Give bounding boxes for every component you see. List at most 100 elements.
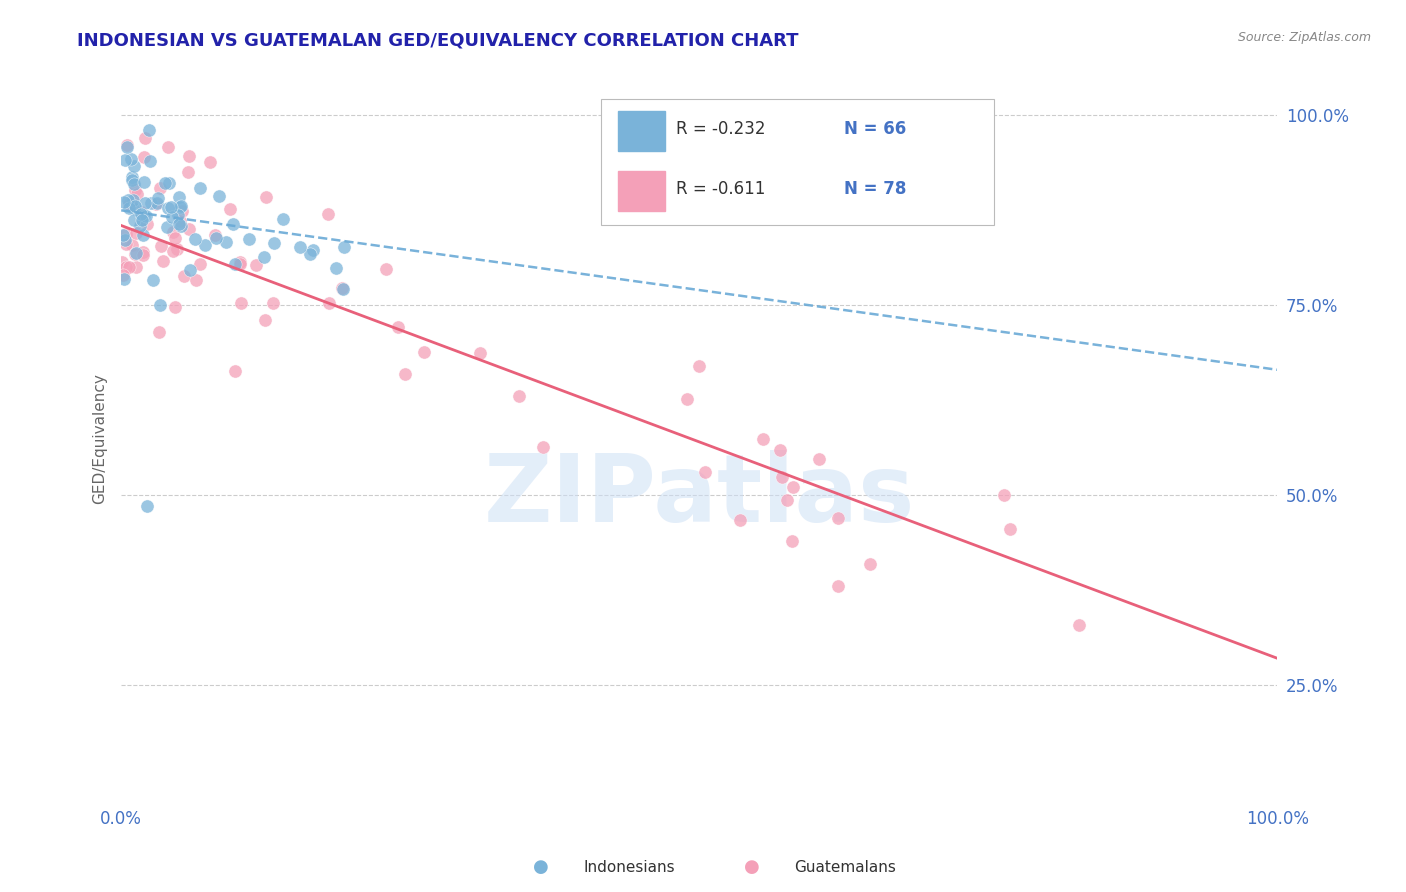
Point (167, 217, 190, 231)
Point (160, 200, 183, 214)
Point (205, 231, 228, 245)
Point (183, 231, 205, 245)
Point (138, 123, 160, 137)
Point (131, 205, 153, 219)
Point (776, 492, 799, 507)
Point (121, 169, 143, 184)
Point (827, 510, 849, 524)
Point (204, 228, 226, 243)
Point (318, 296, 340, 310)
Point (124, 226, 146, 240)
Point (752, 433, 775, 447)
Point (770, 470, 793, 484)
Text: ●: ● (533, 858, 550, 876)
Point (124, 202, 146, 217)
Point (188, 257, 211, 271)
FancyBboxPatch shape (602, 99, 994, 226)
Point (121, 173, 143, 187)
Text: INDONESIAN VS GUATEMALAN GED/EQUIVALENCY CORRELATION CHART: INDONESIAN VS GUATEMALAN GED/EQUIVALENCY… (77, 31, 799, 49)
Point (114, 153, 136, 168)
Point (125, 246, 148, 260)
Point (172, 204, 194, 219)
Point (169, 200, 191, 214)
Point (118, 260, 141, 275)
Point (132, 208, 155, 222)
Point (125, 187, 148, 202)
Point (120, 197, 142, 211)
Point (162, 225, 184, 239)
Text: Indonesians: Indonesians (583, 860, 675, 874)
Point (375, 261, 398, 276)
Point (132, 248, 155, 262)
Point (728, 513, 751, 527)
Point (122, 213, 145, 227)
Point (177, 222, 200, 236)
Point (231, 296, 253, 310)
Point (413, 345, 436, 359)
Point (238, 231, 260, 245)
Point (132, 228, 155, 243)
Point (118, 201, 141, 215)
Point (148, 325, 170, 339)
Point (387, 319, 409, 334)
Point (145, 197, 167, 211)
Point (808, 451, 831, 466)
Point (693, 466, 716, 480)
Point (115, 227, 138, 241)
Text: ZIPatlas: ZIPatlas (484, 450, 915, 541)
Point (301, 243, 323, 257)
Point (124, 247, 146, 261)
Point (394, 368, 416, 382)
Point (120, 152, 142, 166)
Point (149, 298, 172, 312)
Point (177, 149, 200, 163)
Point (188, 181, 211, 195)
Point (170, 219, 193, 233)
Point (316, 206, 339, 220)
Point (124, 260, 146, 275)
Point (114, 237, 136, 252)
Point (675, 392, 697, 406)
Point (129, 219, 152, 234)
Point (122, 193, 145, 207)
Point (149, 181, 172, 195)
Point (169, 190, 191, 204)
Point (156, 219, 179, 234)
Point (224, 257, 246, 271)
Point (132, 244, 155, 259)
Point (163, 300, 186, 314)
Point (179, 263, 201, 277)
Point (131, 207, 153, 221)
Point (112, 268, 135, 282)
Point (124, 199, 146, 213)
Y-axis label: GED/Equivalency: GED/Equivalency (93, 373, 107, 504)
Point (468, 346, 491, 360)
Point (115, 139, 138, 153)
Point (273, 211, 295, 226)
Point (198, 155, 221, 169)
Point (333, 240, 356, 254)
Bar (619, 171, 665, 211)
Point (173, 268, 195, 283)
Point (299, 247, 322, 261)
Point (112, 227, 135, 242)
Point (228, 255, 250, 269)
Point (998, 522, 1021, 536)
Point (325, 260, 347, 275)
Point (1067, 617, 1090, 632)
Point (135, 210, 157, 224)
Point (111, 255, 134, 269)
Point (222, 217, 245, 231)
Point (117, 193, 139, 207)
Text: N = 66: N = 66 (844, 120, 905, 138)
Point (208, 188, 231, 202)
Point (114, 233, 136, 247)
Point (150, 239, 173, 253)
Point (253, 312, 276, 326)
Point (253, 251, 276, 265)
Point (134, 196, 156, 211)
Point (688, 359, 710, 373)
Point (176, 165, 198, 179)
Point (782, 480, 804, 494)
Point (135, 217, 157, 231)
